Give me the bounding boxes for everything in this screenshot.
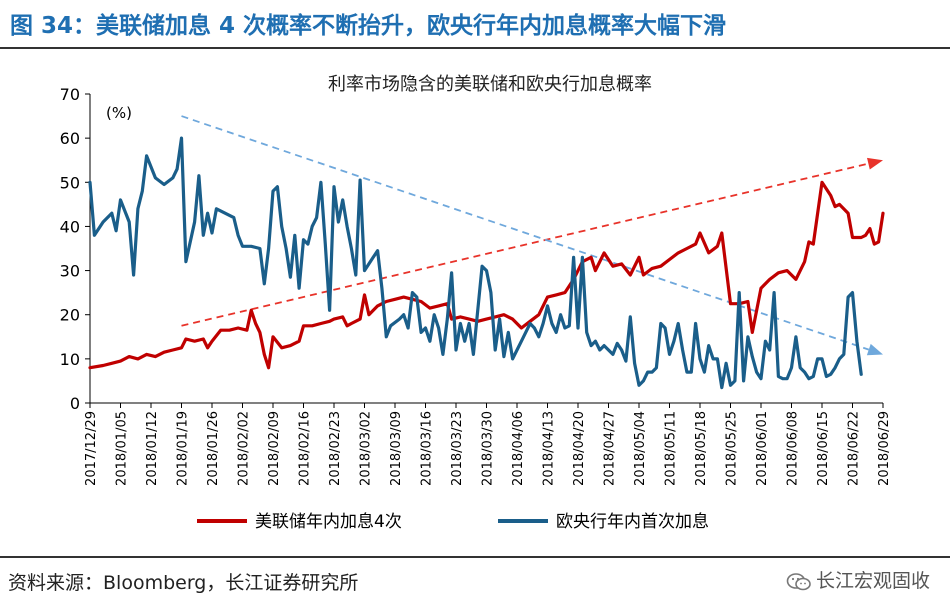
legend-label-2: 欧央行年内首次加息 xyxy=(556,512,709,532)
brand-text: 长江宏观固收 xyxy=(815,570,930,592)
x-tick-label: 2018/03/02 xyxy=(359,411,374,486)
line-chart: 利率市场隐含的美联储和欧央行加息概率 0 10 20 30 40 50 60 70 (%) 20… xyxy=(60,74,892,532)
x-tick-label: 2018/04/20 xyxy=(572,411,587,486)
x-tick-label: 2017/12/29 xyxy=(84,411,99,486)
x-tick-label: 2018/01/26 xyxy=(206,411,221,486)
x-tick-label: 2018/03/16 xyxy=(420,411,435,486)
x-tick-label: 2018/03/09 xyxy=(389,411,404,486)
y-tick-label: 20 xyxy=(60,306,80,325)
x-tick-label: 2018/05/18 xyxy=(694,411,709,486)
x-tick-label: 2018/01/12 xyxy=(145,411,160,486)
x-tick-label: 2018/02/02 xyxy=(237,411,252,486)
x-tick-label: 2018/01/05 xyxy=(115,411,130,486)
x-tick-label: 2018/06/08 xyxy=(786,411,801,486)
legend-label-1: 美联储年内加息4次 xyxy=(255,512,402,532)
figure-title: 图 34：美联储加息 4 次概率不断抬升，欧央行年内加息概率大幅下滑 xyxy=(10,13,727,39)
x-tick-label: 2018/04/06 xyxy=(511,411,526,486)
trend-arrow-head-1 xyxy=(867,157,883,170)
x-tick-label: 2018/06/22 xyxy=(847,411,862,486)
wechat-icon xyxy=(786,572,812,592)
trend-arrow-head-2 xyxy=(866,343,883,356)
x-tick-label: 2018/05/25 xyxy=(725,411,740,486)
y-tick-label: 70 xyxy=(60,85,80,104)
series-line-2 xyxy=(88,136,863,390)
x-tick-label: 2018/06/15 xyxy=(816,411,831,486)
x-tick-label: 2018/06/29 xyxy=(877,411,892,486)
x-tick-label: 2018/03/30 xyxy=(481,411,496,486)
x-tick-label: 2018/02/23 xyxy=(328,411,343,486)
y-tick-label: 60 xyxy=(60,129,80,148)
y-unit-label: (%) xyxy=(106,104,132,122)
x-tick-label: 2018/04/13 xyxy=(542,411,557,486)
x-tick-label: 2018/04/27 xyxy=(603,411,618,486)
x-tick-label: 2018/05/11 xyxy=(664,411,679,486)
x-tick-label: 2018/05/04 xyxy=(633,411,648,486)
bottom-rule xyxy=(0,556,950,558)
x-tick-label: 2018/02/09 xyxy=(267,411,282,486)
trend-arrow-line-1 xyxy=(181,162,869,327)
x-tick-label: 2018/06/01 xyxy=(755,411,770,486)
x-tick-label: 2018/03/23 xyxy=(450,411,465,486)
top-rule xyxy=(0,47,950,49)
y-tick-label: 40 xyxy=(60,217,80,236)
chart-title: 利率市场隐含的美联储和欧央行加息概率 xyxy=(328,74,652,95)
y-tick-label: 0 xyxy=(70,394,80,413)
y-tick-label: 10 xyxy=(60,350,80,369)
y-tick-label: 30 xyxy=(60,262,80,281)
source-note: 资料来源：Bloomberg，长江证券研究所 xyxy=(8,572,359,594)
y-tick-label: 50 xyxy=(60,173,80,192)
x-tick-label: 2018/01/19 xyxy=(176,411,191,486)
x-tick-label: 2018/02/16 xyxy=(298,411,313,486)
trend-arrow-line-2 xyxy=(181,115,870,351)
series-line-1 xyxy=(88,180,885,370)
brand-label: 长江宏观固收 xyxy=(786,566,930,593)
